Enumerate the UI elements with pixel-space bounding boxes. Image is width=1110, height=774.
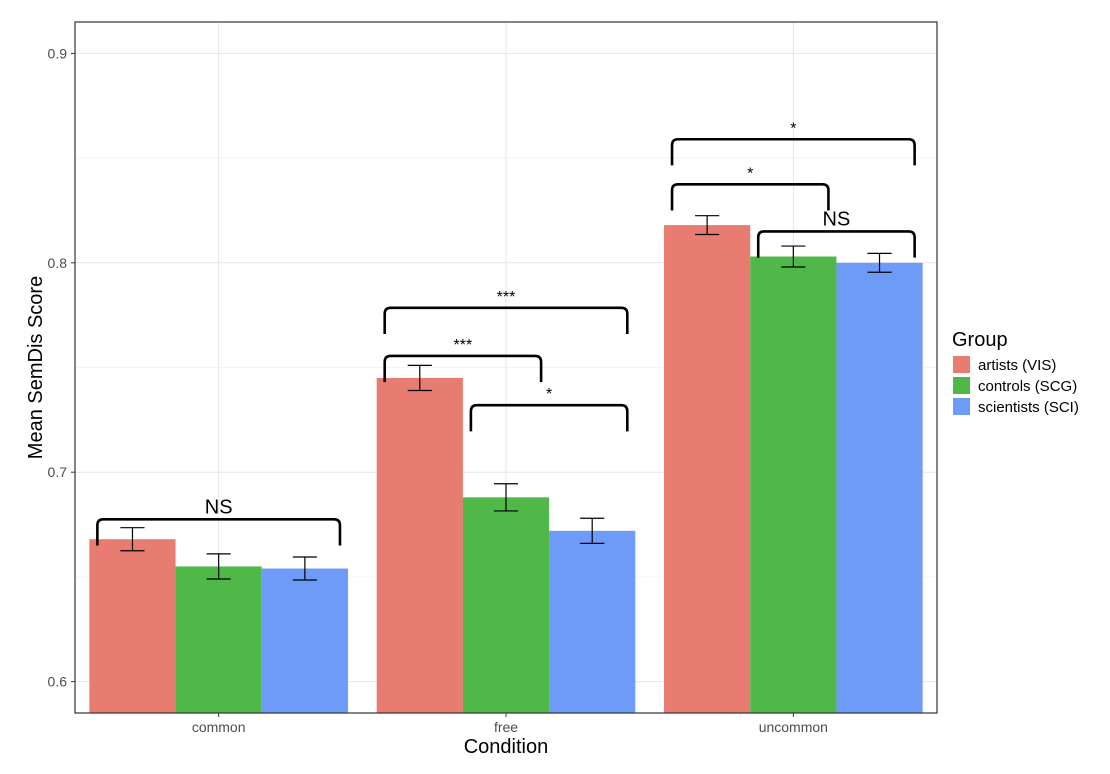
y-axis-title: Mean SemDis Score	[25, 276, 47, 459]
bar-common-1	[175, 566, 262, 713]
bars	[89, 225, 923, 713]
y-tick-label: 0.9	[48, 45, 68, 61]
legend: Group artists (VIS) controls (SCG) scienti…	[952, 329, 1079, 416]
x-tick-label-common: common	[192, 719, 246, 735]
axes: 0.6 0.7 0.8 0.9 common free uncommon	[48, 45, 828, 735]
significance-label: *	[790, 120, 796, 137]
bar-free-2	[549, 530, 636, 713]
x-tick-label-uncommon: uncommon	[759, 719, 828, 735]
significance-label: NS	[823, 208, 851, 230]
legend-key-1	[953, 377, 970, 394]
error-bars	[120, 215, 892, 581]
significance-bracket	[383, 306, 629, 334]
significance-label: *	[747, 165, 753, 182]
bar-common-2	[261, 568, 348, 713]
legend-label-1: controls (SCG)	[978, 378, 1077, 395]
legend-label-0: artists (VIS)	[978, 357, 1056, 374]
y-tick-label: 0.8	[48, 255, 68, 271]
significance-bracket	[383, 354, 543, 383]
significance-bracket	[670, 182, 830, 211]
significance-label: ***	[497, 289, 516, 306]
error-bar	[206, 553, 231, 580]
bar-uncommon-0	[664, 225, 751, 713]
bar-free-0	[376, 377, 463, 713]
legend-title: Group	[952, 329, 1008, 351]
legend-label-2: scientists (SCI)	[978, 399, 1079, 416]
significance-bracket	[670, 137, 916, 166]
bar-common-0	[89, 539, 176, 713]
significance-label: *	[546, 386, 552, 403]
error-bar	[867, 252, 892, 273]
error-bar	[407, 364, 432, 392]
x-tick-label-free: free	[494, 719, 518, 735]
legend-key-2	[953, 398, 970, 415]
error-bar	[120, 527, 145, 552]
significance-label: NS	[205, 496, 233, 518]
error-bar	[781, 245, 806, 268]
y-tick-label: 0.6	[48, 674, 68, 690]
bar-uncommon-1	[750, 256, 837, 713]
legend-key-0	[953, 356, 970, 373]
error-bar	[695, 215, 720, 236]
error-bar	[493, 483, 519, 512]
significance-bracket	[96, 518, 342, 546]
significance-bracket	[756, 230, 916, 258]
bar-uncommon-2	[836, 262, 923, 713]
significance-bracket	[469, 403, 629, 432]
significance-brackets: NS*********NS	[96, 120, 916, 546]
error-bar	[580, 517, 605, 544]
y-tick-label: 0.7	[48, 464, 68, 480]
error-bar	[292, 556, 317, 581]
significance-label: ***	[454, 337, 473, 354]
x-axis-title: Condition	[464, 736, 549, 758]
bar-free-1	[462, 497, 550, 713]
